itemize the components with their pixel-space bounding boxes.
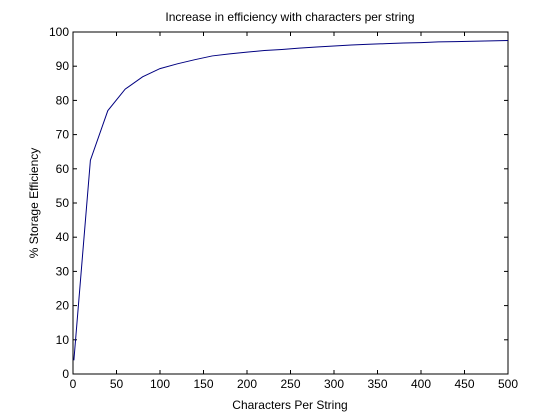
axis-ticks [72, 31, 509, 375]
y-tick-label: 100 [49, 25, 69, 39]
y-tick-label: 40 [56, 230, 70, 244]
x-tick-label: 200 [237, 377, 257, 391]
series-line-storage-efficiency [73, 40, 509, 361]
y-tick-label: 30 [56, 264, 70, 278]
x-tick-label: 300 [324, 377, 344, 391]
y-tick-label: 90 [56, 59, 70, 73]
y-tick-label: 80 [56, 93, 70, 107]
y-tick-label: 50 [56, 196, 70, 210]
chart-title: Increase in efficiency with characters p… [165, 10, 414, 24]
x-tick-label: 150 [193, 377, 213, 391]
y-tick-label: 0 [62, 367, 69, 381]
x-tick-label: 0 [70, 377, 77, 391]
x-tick-label: 500 [498, 377, 518, 391]
y-tick-label: 60 [56, 162, 70, 176]
y-tick-label: 20 [56, 299, 70, 313]
x-tick-label: 350 [367, 377, 387, 391]
x-tick-label: 50 [110, 377, 124, 391]
x-tick-label: 450 [454, 377, 474, 391]
y-tick-labels: 0 10 20 30 40 50 60 70 80 90 100 [49, 25, 69, 381]
y-tick-label: 70 [56, 128, 70, 142]
x-tick-label: 100 [150, 377, 170, 391]
x-tick-label: 250 [280, 377, 300, 391]
x-tick-labels: 0 50 100 150 200 250 300 350 400 450 500 [70, 377, 519, 391]
y-axis-label: % Storage Efficiency [27, 148, 41, 259]
plot-area [72, 31, 509, 375]
y-tick-label: 10 [56, 333, 70, 347]
x-axis-label: Characters Per String [232, 398, 347, 412]
x-tick-label: 400 [411, 377, 431, 391]
